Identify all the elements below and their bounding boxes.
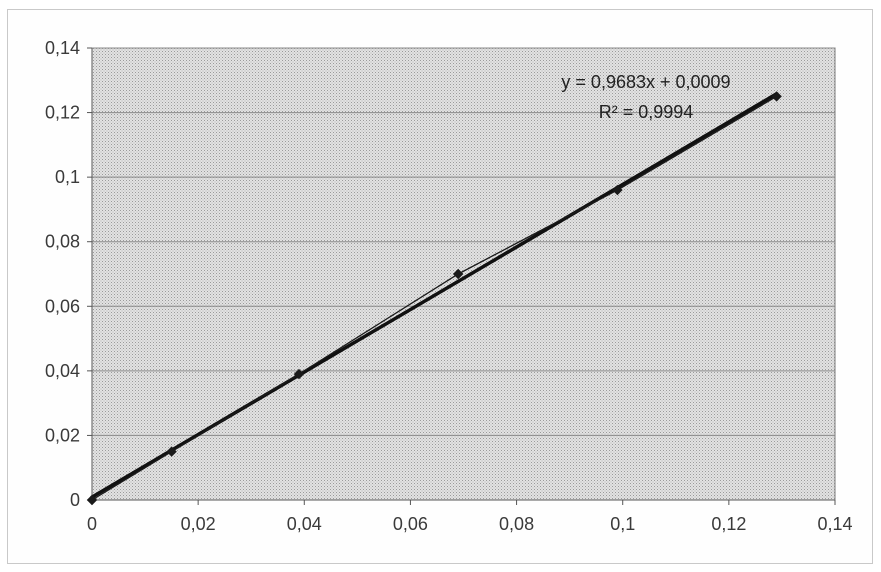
data-point xyxy=(452,268,464,280)
x-tick-label: 0,08 xyxy=(499,514,534,534)
y-tick-label: 0,14 xyxy=(45,38,80,58)
x-tick-label: 0,02 xyxy=(181,514,216,534)
x-tick-label: 0,1 xyxy=(610,514,635,534)
gridlines xyxy=(92,47,835,436)
x-tick-label: 0,12 xyxy=(711,514,746,534)
series-layer xyxy=(86,91,782,506)
data-point xyxy=(293,368,305,380)
x-tick-label: 0,06 xyxy=(393,514,428,534)
x-tick-label: 0 xyxy=(87,514,97,534)
r-squared-label: R² = 0,9994 xyxy=(599,102,694,122)
data-point xyxy=(771,91,782,102)
x-tick-label: 0,14 xyxy=(817,514,852,534)
y-tick-label: 0,06 xyxy=(45,296,80,316)
y-tick-label: 0,08 xyxy=(45,232,80,252)
y-tick-label: 0,04 xyxy=(45,361,80,381)
data-point xyxy=(612,184,623,196)
series-line xyxy=(91,95,777,501)
y-tick-label: 0 xyxy=(70,490,80,510)
tick-labels: 0 0,02 0,04 0,06 0,08 0,1 0,12 0,14 0 0,02 0,04 0,0… xyxy=(45,38,853,534)
y-tick-label: 0,12 xyxy=(45,103,80,123)
y-tick-label: 0,02 xyxy=(45,425,80,445)
trendline-equation: y = 0,9683x + 0,0009 xyxy=(561,72,730,92)
y-tick-label: 0,1 xyxy=(55,167,80,187)
data-point xyxy=(86,494,98,506)
data-point xyxy=(166,446,177,457)
x-tick-label: 0,04 xyxy=(287,514,322,534)
